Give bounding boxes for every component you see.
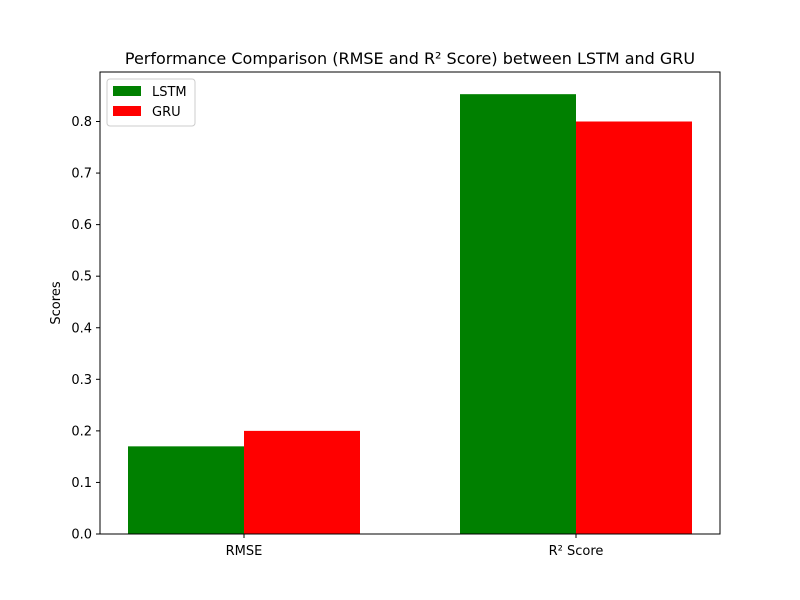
bar-gru-r2-score <box>576 121 692 534</box>
y-axis-label: Scores <box>49 281 64 324</box>
y-axis: 0.0 0.1 0.2 0.3 0.4 0.5 0.6 0.7 0.8 <box>71 115 100 543</box>
bar-gru-rmse <box>244 430 360 534</box>
x-axis: RMSE R² Score <box>226 534 604 559</box>
plot-frame <box>99 71 721 535</box>
x-tick-label: RMSE <box>226 544 263 559</box>
y-tick-label: 0.0 <box>71 528 92 543</box>
y-tick-label: 0.5 <box>71 270 92 285</box>
legend-label-lstm: LSTM <box>152 85 187 100</box>
y-tick-label: 0.8 <box>71 115 92 130</box>
bars-layer <box>128 94 692 534</box>
y-tick-label: 0.6 <box>71 218 92 233</box>
legend-swatch-gru <box>113 106 141 116</box>
legend: LSTM GRU <box>106 78 196 127</box>
y-tick-label: 0.7 <box>71 167 92 182</box>
y-tick-label: 0.2 <box>71 424 92 439</box>
y-tick-label: 0.4 <box>71 321 92 336</box>
y-tick-label: 0.3 <box>71 373 92 388</box>
bar-lstm-rmse <box>128 446 244 534</box>
bar-lstm-r2-score <box>460 94 576 534</box>
legend-label-gru: GRU <box>152 105 181 120</box>
chart-title: Performance Comparison (RMSE and R² Scor… <box>125 49 695 68</box>
legend-swatch-lstm <box>113 86 141 96</box>
x-tick-label: R² Score <box>549 544 604 559</box>
y-tick-label: 0.1 <box>71 476 92 491</box>
